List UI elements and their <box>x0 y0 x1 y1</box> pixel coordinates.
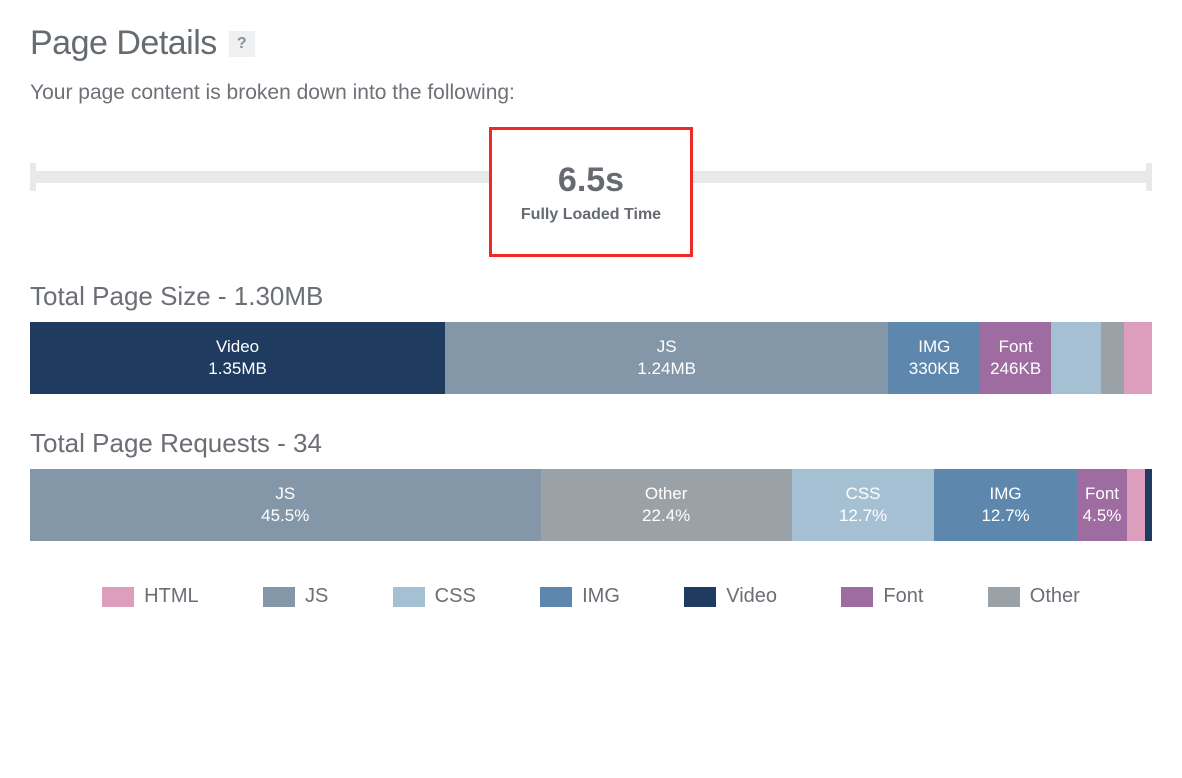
page-requests-segment-font[interactable]: Font4.5% <box>1077 469 1127 541</box>
legend-item-other[interactable]: Other <box>988 585 1080 608</box>
legend-item-font[interactable]: Font <box>841 585 923 608</box>
legend-item-js[interactable]: JS <box>263 585 328 608</box>
legend-swatch <box>393 587 425 607</box>
content-type-legend: HTML JS CSS IMG Video Font Other <box>30 575 1152 608</box>
legend-label: Font <box>883 585 923 608</box>
page-size-segment-6[interactable] <box>1124 322 1152 394</box>
page-requests-segment-css[interactable]: CSS12.7% <box>792 469 934 541</box>
segment-label: JS <box>275 483 295 505</box>
segment-value: 4.5% <box>1083 505 1122 527</box>
fully-loaded-highlight-box: 6.5s Fully Loaded Time <box>489 127 693 257</box>
legend-swatch <box>841 587 873 607</box>
legend-item-html[interactable]: HTML <box>102 585 198 608</box>
legend-label: HTML <box>144 585 198 608</box>
page-requests-segment-6[interactable] <box>1145 469 1152 541</box>
page-size-segment-4[interactable] <box>1051 322 1101 394</box>
segment-label: Font <box>1085 483 1119 505</box>
segment-value: 22.4% <box>642 505 690 527</box>
segment-label: IMG <box>918 336 950 358</box>
segment-label: Other <box>645 483 688 505</box>
legend-swatch <box>684 587 716 607</box>
segment-value: 1.24MB <box>637 358 696 380</box>
legend-label: Other <box>1030 585 1080 608</box>
page-requests-segment-5[interactable] <box>1127 469 1145 541</box>
segment-value: 12.7% <box>981 505 1029 527</box>
page-requests-stacked-bar: JS45.5%Other22.4%CSS12.7%IMG12.7%Font4.5… <box>30 469 1152 541</box>
page-size-stacked-bar: Video1.35MBJS1.24MBIMG330KBFont246KB <box>30 322 1152 394</box>
total-page-requests-heading: Total Page Requests - 34 <box>30 428 1152 459</box>
segment-label: Font <box>999 336 1033 358</box>
segment-value: 246KB <box>990 358 1041 380</box>
segment-value: 45.5% <box>261 505 309 527</box>
segment-label: JS <box>657 336 677 358</box>
legend-label: Video <box>726 585 777 608</box>
page-requests-segment-other[interactable]: Other22.4% <box>541 469 792 541</box>
segment-value: 1.35MB <box>208 358 267 380</box>
page-size-segment-5[interactable] <box>1101 322 1123 394</box>
segment-label: Video <box>216 336 259 358</box>
legend-swatch <box>263 587 295 607</box>
page-requests-segment-js[interactable]: JS45.5% <box>30 469 541 541</box>
page-size-segment-font[interactable]: Font246KB <box>980 322 1051 394</box>
page-title: Page Details <box>30 24 217 63</box>
legend-swatch <box>540 587 572 607</box>
help-icon[interactable]: ? <box>229 31 255 57</box>
page-requests-segment-img[interactable]: IMG12.7% <box>934 469 1076 541</box>
fully-loaded-value: 6.5s <box>558 161 624 200</box>
fully-loaded-time-section: 6.5s Fully Loaded Time <box>30 127 1152 267</box>
legend-label: CSS <box>435 585 476 608</box>
segment-label: IMG <box>989 483 1021 505</box>
page-size-segment-js[interactable]: JS1.24MB <box>445 322 888 394</box>
segment-value: 12.7% <box>839 505 887 527</box>
legend-item-img[interactable]: IMG <box>540 585 620 608</box>
legend-label: JS <box>305 585 328 608</box>
legend-label: IMG <box>582 585 620 608</box>
segment-value: 330KB <box>909 358 960 380</box>
legend-swatch <box>102 587 134 607</box>
page-size-segment-video[interactable]: Video1.35MB <box>30 322 445 394</box>
total-page-size-heading: Total Page Size - 1.30MB <box>30 281 1152 312</box>
fully-loaded-label: Fully Loaded Time <box>521 206 661 224</box>
segment-label: CSS <box>846 483 881 505</box>
legend-item-video[interactable]: Video <box>684 585 777 608</box>
legend-swatch <box>988 587 1020 607</box>
page-subtitle: Your page content is broken down into th… <box>30 81 1152 105</box>
page-size-segment-img[interactable]: IMG330KB <box>888 322 980 394</box>
legend-item-css[interactable]: CSS <box>393 585 476 608</box>
